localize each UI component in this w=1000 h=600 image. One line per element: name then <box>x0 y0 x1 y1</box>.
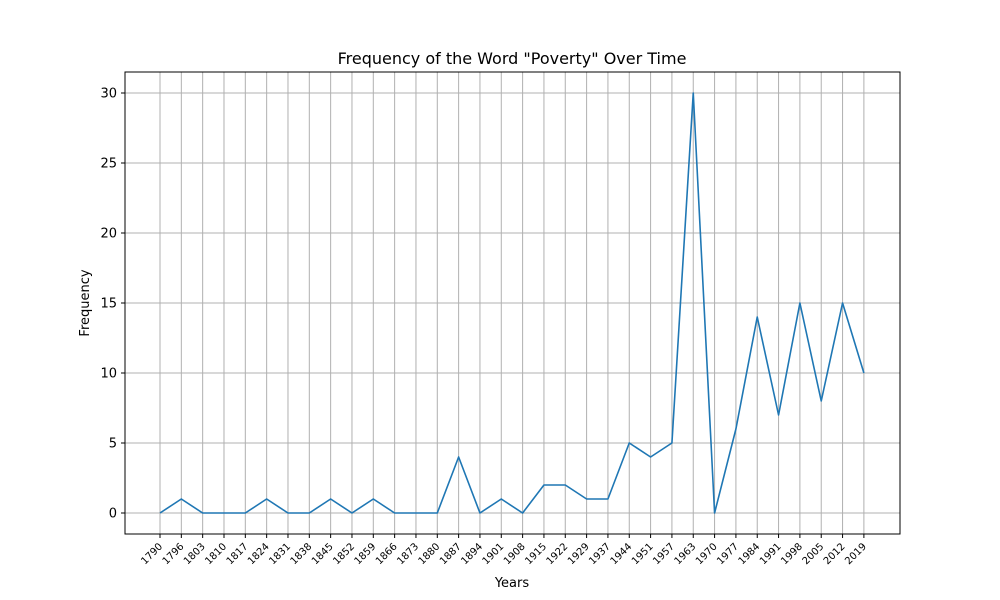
x-tick-label: 1915 <box>523 541 549 567</box>
x-tick-label: 1984 <box>737 541 763 567</box>
x-tick-label: 1845 <box>310 541 336 567</box>
y-tick-label: 20 <box>100 227 117 242</box>
x-tick-label: 1901 <box>481 541 507 567</box>
y-tick-label: 25 <box>100 157 117 172</box>
y-tick-label: 5 <box>109 437 117 452</box>
y-axis-label: Frequency <box>78 269 93 336</box>
x-axis-label: Years <box>494 576 530 591</box>
x-tick-label: 1824 <box>246 541 272 567</box>
y-tick-label: 0 <box>109 507 117 522</box>
x-tick-label: 2019 <box>843 541 869 567</box>
x-tick-label: 1970 <box>694 541 720 567</box>
x-tick-label: 1873 <box>395 541 421 567</box>
x-tick-label: 1937 <box>587 541 613 567</box>
x-tick-label: 1929 <box>566 541 592 567</box>
x-tick-label: 1894 <box>459 541 485 567</box>
x-tick-label: 1866 <box>374 541 400 567</box>
x-tick-label: 1831 <box>267 541 293 567</box>
x-tick-label: 1852 <box>331 541 357 567</box>
x-tick-label: 1951 <box>630 541 656 567</box>
x-tick-label: 1790 <box>139 541 165 567</box>
x-tick-label: 1991 <box>758 541 784 567</box>
x-tick-label: 1887 <box>438 541 464 567</box>
y-tick-label: 10 <box>100 367 117 382</box>
x-axis: 1790179618031810181718241831183818451852… <box>139 534 869 567</box>
x-tick-label: 1810 <box>203 541 229 567</box>
x-tick-label: 1880 <box>417 541 443 567</box>
y-tick-label: 30 <box>100 87 117 102</box>
x-tick-label: 1977 <box>715 541 741 567</box>
x-tick-label: 2005 <box>801 541 827 567</box>
x-tick-label: 1817 <box>225 541 251 567</box>
x-tick-label: 1944 <box>609 541 635 567</box>
x-tick-label: 1796 <box>161 541 187 567</box>
y-tick-label: 15 <box>100 297 117 312</box>
x-tick-label: 1963 <box>673 541 699 567</box>
y-axis: 0 5 10 15 20 25 30 <box>100 87 125 522</box>
x-tick-label: 1908 <box>502 541 528 567</box>
series-line <box>159 92 865 514</box>
x-tick-label: 1838 <box>289 541 315 567</box>
x-tick-label: 1922 <box>545 541 571 567</box>
x-tick-label: 1957 <box>651 541 677 567</box>
x-tick-label: 1803 <box>182 541 208 567</box>
grid <box>125 72 900 534</box>
x-tick-label: 1859 <box>353 541 379 567</box>
chart-title: Frequency of the Word "Poverty" Over Tim… <box>338 49 687 68</box>
series-layer <box>159 92 865 514</box>
x-tick-label: 2012 <box>822 541 848 567</box>
x-tick-label: 1998 <box>779 541 805 567</box>
